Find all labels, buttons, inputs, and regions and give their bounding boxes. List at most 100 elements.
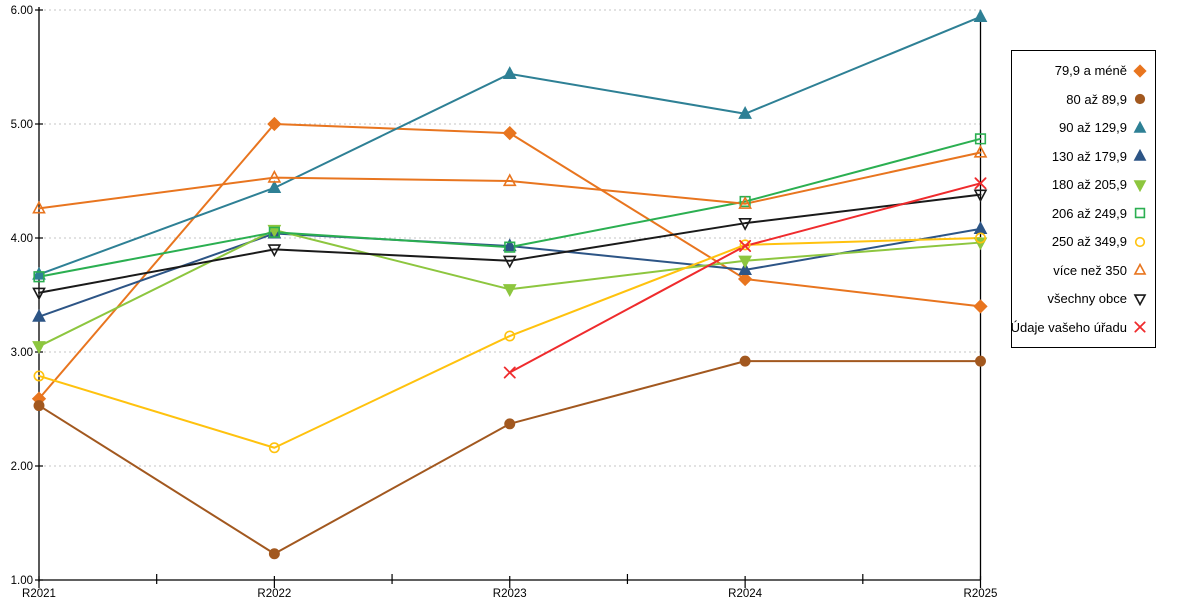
chart-legend: 79,9 a méně 80 až 89,9 90 až 129,9 130 až 1… <box>1011 50 1156 348</box>
data-point-triangle-down-icon <box>738 218 752 231</box>
y-axis-tick-label: 5.00 <box>11 119 33 131</box>
data-point-triangle-up-icon <box>1133 120 1147 133</box>
x-axis-tick-label: R2023 <box>493 588 527 600</box>
data-point-square-icon <box>974 133 987 145</box>
data-point-triangle-down-icon <box>32 287 46 301</box>
legend-item: 180 až 205,9 <box>1016 172 1147 198</box>
data-point-circle-icon <box>1134 236 1146 247</box>
legend-item-label: více než 350 <box>1053 262 1127 278</box>
legend-marker-circle-icon <box>1134 236 1146 247</box>
data-point-triangle-up-icon <box>738 262 752 276</box>
data-point-triangle-up-icon <box>32 200 46 214</box>
x-axis-tick-label: R2021 <box>22 588 56 600</box>
legend-item-label: 79,9 a méně <box>1054 63 1127 79</box>
data-point-square-icon <box>504 241 516 253</box>
data-point-triangle-up-icon <box>502 238 517 252</box>
data-point-square-icon <box>268 226 280 238</box>
data-point-triangle-up-icon <box>738 196 752 209</box>
y-axis-tick-label: 1.00 <box>11 575 33 587</box>
y-axis-tick-label: 4.00 <box>11 233 33 245</box>
y-axis-tick-label: 2.00 <box>11 461 33 473</box>
data-point-circle-icon <box>268 442 280 454</box>
legend-item: Údaje vašeho úřadu <box>1011 314 1147 340</box>
series-line-1 <box>38 360 982 555</box>
legend-marker-triangle-up-icon <box>1133 120 1147 133</box>
y-axis-tick-label: 3.00 <box>11 347 33 359</box>
data-point-circle-icon <box>504 418 516 430</box>
legend-item: 80 až 89,9 <box>1016 86 1147 112</box>
data-point-circle-icon <box>739 355 751 367</box>
series-line-6 <box>38 237 982 449</box>
legend-item-label: 250 až 349,9 <box>1051 234 1127 250</box>
legend-item: 250 až 349,9 <box>1016 229 1147 255</box>
data-point-circle-icon <box>975 232 986 244</box>
series-line-8 <box>38 193 982 294</box>
data-point-circle-icon <box>504 330 516 342</box>
data-point-triangle-down-icon <box>502 255 517 269</box>
data-point-square-icon <box>33 271 45 283</box>
data-point-x-icon <box>974 177 987 190</box>
legend-item: více než 350 <box>1016 257 1147 283</box>
legend-marker-x-icon <box>1134 321 1146 333</box>
x-axis-tick-label: R2022 <box>257 588 291 600</box>
data-point-triangle-up-icon <box>502 66 517 79</box>
legend-marker-triangle-up-icon <box>1133 263 1147 276</box>
y-axis-tick-label: 6.00 <box>11 5 33 17</box>
legend-item-label: 80 až 89,9 <box>1066 91 1127 107</box>
legend-marker-diamond-icon <box>1133 63 1147 78</box>
legend-marker-triangle-down-icon <box>1133 294 1147 306</box>
data-point-triangle-up-icon <box>973 9 988 22</box>
x-axis-tick-label: R2024 <box>728 588 762 600</box>
legend-item-label: 180 až 205,9 <box>1051 177 1127 193</box>
data-point-triangle-down-icon <box>738 255 752 269</box>
data-point-diamond-icon <box>502 125 517 141</box>
data-point-triangle-up-icon <box>267 169 282 183</box>
data-point-triangle-down-icon <box>267 244 282 258</box>
data-point-triangle-up-icon <box>32 266 46 280</box>
data-point-triangle-up-icon <box>1133 149 1147 161</box>
data-point-triangle-up-icon <box>502 173 517 187</box>
legend-item-label: 130 až 179,9 <box>1051 148 1127 164</box>
legend-item: 90 až 129,9 <box>1016 115 1147 141</box>
data-point-triangle-up-icon <box>32 308 46 322</box>
legend-item: 206 až 249,9 <box>1016 200 1147 226</box>
data-point-triangle-down-icon <box>502 284 517 297</box>
series-line-7 <box>38 151 982 210</box>
data-point-circle-icon <box>33 400 45 412</box>
legend-marker-square-icon <box>1134 207 1146 219</box>
data-point-triangle-up-icon <box>738 106 752 119</box>
data-point-triangle-down-icon <box>32 341 46 354</box>
data-point-x-icon <box>739 239 752 252</box>
x-axis-tick-label: R2025 <box>964 588 998 600</box>
data-point-square-icon <box>1134 207 1146 219</box>
data-point-diamond-icon <box>267 116 282 132</box>
legend-item-label: 206 až 249,9 <box>1051 205 1127 221</box>
data-point-triangle-up-icon <box>267 180 282 193</box>
series-line-2 <box>38 15 982 276</box>
legend-marker-circle-icon <box>1134 93 1146 105</box>
data-point-circle-icon <box>268 548 280 560</box>
data-point-triangle-up-icon <box>973 144 988 158</box>
legend-item: 130 až 179,9 <box>1016 143 1147 169</box>
legend-item-label: 90 až 129,9 <box>1059 120 1127 136</box>
data-point-circle-icon <box>33 370 45 382</box>
data-point-circle-icon <box>1134 93 1146 105</box>
legend-item: všechny obce <box>1016 286 1147 312</box>
data-point-triangle-down-icon <box>1133 179 1147 192</box>
data-point-triangle-down-icon <box>1133 294 1147 306</box>
legend-marker-triangle-down-icon <box>1133 179 1147 192</box>
legend-item-label: Údaje vašeho úřadu <box>1010 319 1127 335</box>
data-point-circle-icon <box>975 355 986 367</box>
data-point-x-icon <box>1134 321 1146 333</box>
data-point-circle-icon <box>739 239 751 251</box>
legend-item: 79,9 a méně <box>1016 58 1147 84</box>
data-point-diamond-icon <box>1133 63 1147 78</box>
data-point-triangle-up-icon <box>1133 263 1147 276</box>
legend-marker-triangle-up-icon <box>1133 149 1147 161</box>
data-point-triangle-down-icon <box>973 189 988 203</box>
data-point-diamond-icon <box>737 271 753 287</box>
data-point-diamond-icon <box>973 299 988 314</box>
data-point-x-icon <box>503 366 516 379</box>
